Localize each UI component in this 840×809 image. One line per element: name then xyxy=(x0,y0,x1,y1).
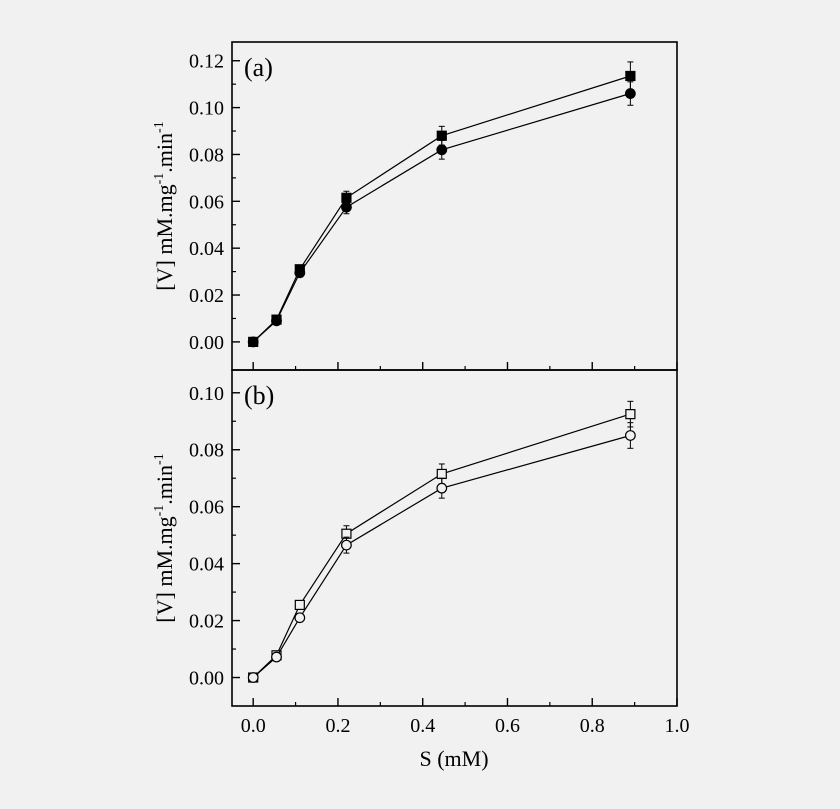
series-line xyxy=(252,413,631,678)
data-point xyxy=(341,539,352,551)
series-line xyxy=(252,75,631,343)
series-filled-circle xyxy=(247,81,636,348)
x-tick-label: 0.8 xyxy=(580,715,605,737)
data-point xyxy=(294,599,305,611)
data-point xyxy=(271,651,282,663)
data-point xyxy=(294,267,306,279)
panel-b-plot-area xyxy=(247,400,636,683)
x-tick-label: 1.0 xyxy=(665,715,690,737)
series-open-square xyxy=(248,400,636,683)
panel-b-x-ticks: 0.0 0.2 0.4 0.6 0.8 1.0 xyxy=(241,698,690,737)
x-tick-label: 0.2 xyxy=(325,715,350,737)
y-tick-label: 0.00 xyxy=(189,332,224,354)
x-tick-label: 0.6 xyxy=(495,715,520,737)
panel-b: 0.00 0.02 0.04 0.06 0.08 0.10 0.0 0.2 0.4 0.6 0.8… xyxy=(152,369,690,771)
panel-a-frame xyxy=(231,41,678,371)
panel-a-plot-area xyxy=(247,61,636,348)
series-filled-square xyxy=(248,61,636,347)
y-tick-label: 0.12 xyxy=(189,51,224,73)
y-tick-label: 0.06 xyxy=(189,191,224,213)
y-tick-label: 0.02 xyxy=(189,285,224,307)
data-point xyxy=(247,672,259,683)
panel-a-y-axis-title: [V] mM.mg-1.min-1 xyxy=(152,121,177,290)
data-point xyxy=(341,201,352,213)
data-point xyxy=(625,409,636,420)
data-point xyxy=(436,144,448,156)
y-tick-label: 0.10 xyxy=(189,98,224,120)
y-tick-label: 0.08 xyxy=(189,440,224,462)
data-point xyxy=(436,130,447,141)
panel-a: 0.00 0.02 0.04 0.06 0.08 0.10 0.12 (a) [V] mM.… xyxy=(152,41,678,371)
data-point xyxy=(436,468,447,480)
data-point xyxy=(271,315,282,327)
x-tick-label: 0.4 xyxy=(410,715,435,737)
x-axis-title: S (mM) xyxy=(419,746,488,771)
y-tick-label: 0.08 xyxy=(189,144,224,166)
data-point xyxy=(624,430,636,441)
y-tick-label: 0.02 xyxy=(189,611,224,633)
panel-b-y-axis-title: [V] mM.mg-1.min-1 xyxy=(152,453,177,622)
panel-a-y-ticks: 0.00 0.02 0.04 0.06 0.08 0.10 0.12 xyxy=(189,51,240,354)
panel-a-x-ticks xyxy=(252,362,678,370)
data-point xyxy=(436,482,448,494)
y-tick-label: 0.06 xyxy=(189,497,224,519)
y-tick-label: 0.00 xyxy=(189,668,224,690)
data-point xyxy=(294,612,306,624)
data-point xyxy=(624,88,636,99)
panel-a-label: (a) xyxy=(244,53,273,82)
panel-b-frame xyxy=(231,369,678,707)
y-tick-label: 0.10 xyxy=(189,383,224,405)
data-point xyxy=(625,70,636,82)
series-open-circle xyxy=(247,422,636,683)
y-tick-label: 0.04 xyxy=(189,238,224,260)
panel-b-label: (b) xyxy=(244,381,274,410)
y-tick-label: 0.04 xyxy=(189,554,224,576)
panel-b-y-ticks: 0.00 0.02 0.04 0.06 0.08 0.10 xyxy=(189,383,240,690)
x-tick-label: 0.0 xyxy=(241,715,266,737)
data-point xyxy=(247,336,259,348)
